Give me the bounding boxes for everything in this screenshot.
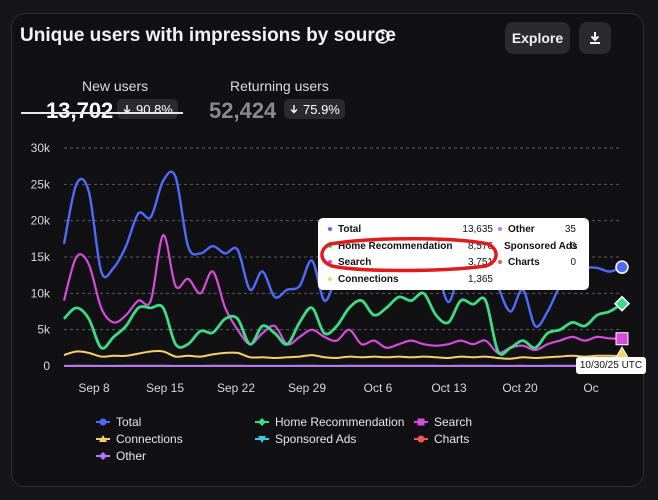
tooltip-series-value: 1,365 (467, 273, 493, 285)
tooltip-row: Other 35 (498, 222, 576, 236)
legend-item-connections[interactable]: Connections (96, 431, 183, 447)
legend-item-other[interactable]: Other (96, 448, 146, 464)
chart-tooltip: Total 13,635 Other 35 Home Recommendation 8,5… (318, 218, 589, 290)
tooltip-series-name: Charts (508, 256, 540, 268)
tooltip-row: Search 3,751 (328, 255, 493, 269)
legend-label: Connections (116, 432, 183, 446)
y-tick-label: 25k (31, 177, 51, 191)
page-title: Unique users with impressions by source (20, 25, 396, 46)
tooltip-row: Total 13,635 (328, 222, 493, 236)
marker-total (615, 260, 629, 274)
tooltip-series-dot (328, 260, 332, 264)
explore-button[interactable]: Explore (505, 22, 570, 54)
legend-item-total[interactable]: Total (96, 414, 141, 430)
legend-marker-circle-icon (96, 418, 110, 426)
y-tick-label: 0 (43, 359, 50, 373)
tooltip-row: Sponsored Ads 0 (498, 239, 578, 253)
download-button[interactable] (579, 22, 611, 54)
x-tick-label: Sep 29 (288, 381, 326, 395)
tooltip-series-name: Home Recommendation (338, 240, 453, 252)
legend-marker-triangle-down-icon (255, 436, 269, 443)
tooltip-series-name: Sponsored Ads (504, 240, 578, 252)
tooltip-series-value: 13,635 (462, 223, 493, 235)
legend-marker-square-icon (414, 418, 428, 426)
tab-new-users-label: New users (82, 78, 149, 94)
x-tick-label: Oct 6 (364, 381, 393, 395)
legend-item-charts[interactable]: Charts (414, 431, 469, 447)
series-line-home (62, 291, 623, 356)
legend-label: Search (434, 415, 473, 429)
tooltip-series-value: 0 (570, 240, 576, 252)
tab-returning-users-value: 52,424 (209, 98, 277, 123)
tooltip-series-value: 0 (570, 256, 576, 268)
series-line-connections (63, 349, 623, 360)
y-tick-label: 10k (31, 286, 51, 300)
x-tick-label: Sep 8 (78, 381, 110, 395)
legend-item-sponsored[interactable]: Sponsored Ads (255, 431, 356, 447)
tooltip-row: Charts 0 (498, 255, 576, 269)
y-tick-label: 5k (37, 323, 51, 337)
legend-marker-circle-icon (414, 435, 428, 443)
tab-returning-users-delta: 75.9% (303, 101, 340, 117)
y-tick-label: 15k (31, 250, 51, 264)
tooltip-series-dot (498, 227, 502, 231)
marker-home (613, 295, 631, 312)
tooltip-series-value: 3,751 (467, 256, 493, 268)
tooltip-row: Connections 1,365 (328, 272, 493, 286)
info-icon[interactable] (375, 29, 390, 44)
x-tick-label: Oct 20 (502, 381, 538, 395)
tooltip-series-name: Connections (338, 273, 399, 285)
tab-new-users-value: 13,702 (46, 98, 114, 123)
legend-label: Other (116, 449, 147, 463)
tooltip-series-name: Total (338, 223, 362, 235)
legend-marker-diamond-icon (96, 452, 110, 460)
series-line-search (62, 234, 623, 355)
legend-label: Home Recommendation (275, 415, 405, 429)
legend-item-search[interactable]: Search (414, 414, 472, 430)
legend-label: Total (116, 415, 142, 429)
tooltip-series-name: Other (508, 223, 535, 235)
legend-label: Sponsored Ads (275, 432, 357, 446)
tooltip-series-dot (328, 227, 332, 231)
tooltip-series-dot (328, 244, 332, 248)
hover-date-label: 10/30/25 UTC (576, 357, 646, 374)
tab-returning-users-label: Returning users (230, 78, 329, 94)
tooltip-row: Home Recommendation 8,576 (328, 239, 493, 253)
tooltip-series-value: 8,576 (467, 240, 493, 252)
arrow-down-icon (290, 105, 298, 114)
tab-returning-users-delta-badge: 75.9% (284, 99, 345, 119)
legend-item-home[interactable]: Home Recommendation (255, 414, 404, 430)
tooltip-series-name: Search (338, 256, 372, 268)
x-tick-label: Sep 22 (217, 381, 255, 395)
active-tab-indicator (21, 112, 183, 114)
y-tick-label: 30k (31, 141, 51, 155)
y-tick-label: 20k (31, 214, 51, 228)
x-tick-label: Oct 13 (431, 381, 467, 395)
legend-marker-triangle-up-icon (96, 435, 110, 442)
tooltip-series-value: 35 (564, 223, 576, 235)
marker-search (615, 332, 629, 346)
tooltip-series-dot (328, 277, 332, 281)
download-icon (590, 32, 600, 44)
tooltip-series-dot (498, 260, 502, 264)
legend-marker-diamond-icon (255, 418, 269, 426)
x-tick-label: Sep 15 (146, 381, 184, 395)
legend-label: Charts (434, 432, 470, 446)
x-tick-label: Oc (583, 381, 598, 395)
